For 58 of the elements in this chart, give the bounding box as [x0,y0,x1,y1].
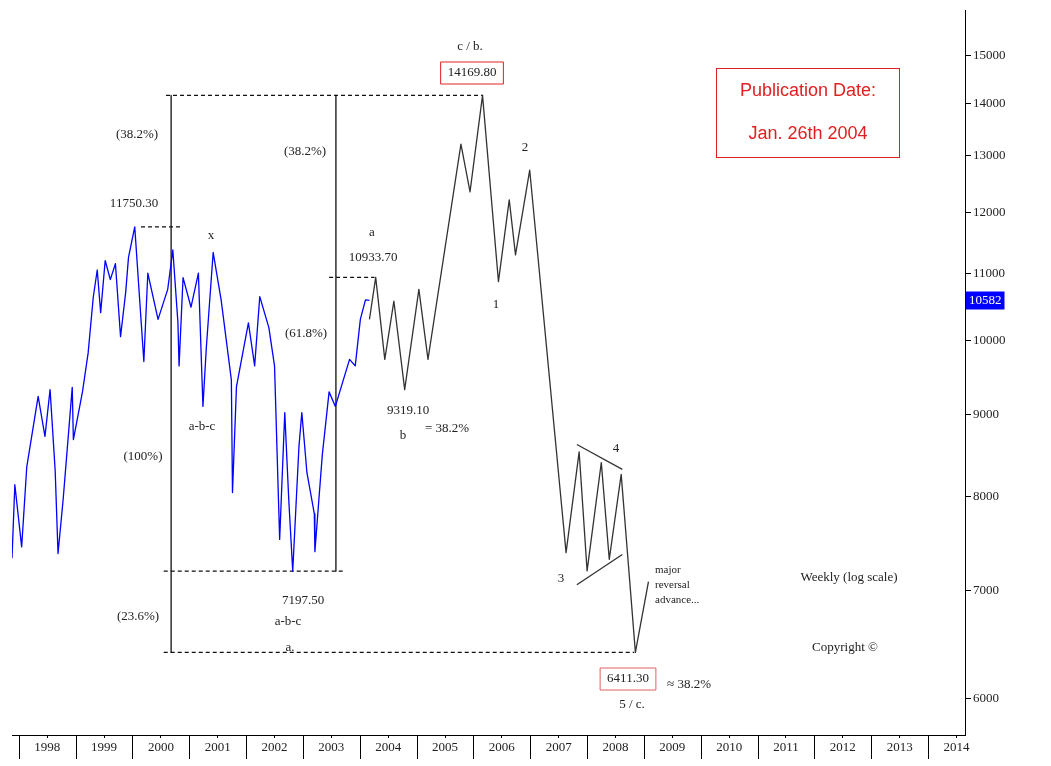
annotation: a-b-c [188,418,216,434]
y-tick-label: 15000 [973,46,1006,62]
x-tick-label: 2012 [829,739,856,755]
annotation: x [207,227,215,243]
x-tick-label: 1998 [34,739,61,755]
y-tick-label: 9000 [973,405,999,421]
x-tick-label: 2003 [318,739,345,755]
x-tick-label: 2008 [602,739,629,755]
y-tick-label: 13000 [973,147,1006,163]
annotation: a. [285,639,295,655]
x-tick-label: 2007 [545,739,573,755]
x-tick-label: 2014 [943,739,970,755]
annotation: ≈ 38.2% [667,676,712,692]
x-tick-label: 2009 [659,739,686,755]
annotation: 10933.70 [348,249,398,265]
annotation: 5 / c. [619,696,645,712]
text: Jan. 26th 2004 [747,123,869,144]
annotation: Weekly (log scale) [800,569,898,585]
x-tick-label: 2002 [261,739,288,755]
annotation: (23.6%) [116,608,160,624]
y-tick-label: 8000 [973,488,999,504]
x-tick-label: 2001 [204,739,231,755]
annotation: 4 [612,440,620,456]
annotation: 7197.50 [281,592,325,608]
y-tick-label: 14000 [973,95,1006,111]
annotation: 9319.10 [386,402,430,418]
annotation: 1 [492,296,500,312]
x-tick-label: 1999 [91,739,118,755]
annotation: (61.8%) [284,325,328,341]
text: Publication Date: [738,80,878,101]
annotation: = 38.2% [424,420,470,436]
annotation: 14169.80 [447,64,497,80]
annotation: (38.2%) [115,126,159,142]
y-tick-label: 10000 [973,331,1006,347]
x-tick-label: 2010 [716,739,743,755]
x-tick-label: 2004 [375,739,402,755]
x-tick-label: 2000 [147,739,174,755]
annotation: (38.2%) [283,143,327,159]
x-tick-label: 2006 [488,739,516,755]
annotation: 2 [521,139,529,155]
annotation: a [369,224,376,240]
y-tick-label: 6000 [973,690,999,706]
annotation: major reversal advance... [655,562,700,605]
annotation: Copyright © [812,639,879,655]
annotation: 10582 [969,291,1002,307]
annotation: b [399,427,407,443]
annotation: 6411.30 [607,670,649,686]
y-tick-label: 7000 [973,582,999,598]
y-tick-label: 11000 [973,264,1006,280]
annotation: (100%) [123,448,163,464]
annotation: a-b-c [274,613,302,629]
x-tick-label: 2013 [886,739,913,755]
x-tick-label: 2005 [432,739,459,755]
x-tick-label: 2011 [773,739,799,755]
y-tick-label: 12000 [973,203,1006,219]
annotation: 3 [557,570,565,586]
annotation: 11750.30 [109,195,159,211]
annotation: c / b. [457,38,483,54]
